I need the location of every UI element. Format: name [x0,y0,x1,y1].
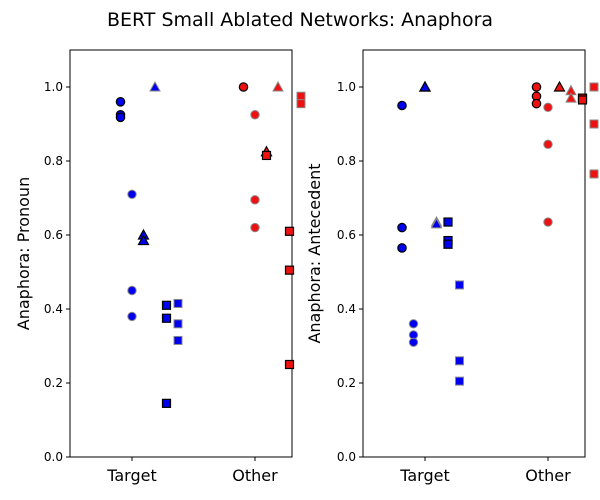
y-tick-label: 1.0 [337,80,356,94]
y-axis: 0.0 0.2 0.4 0.6 0.8 1.0 [44,80,70,464]
data-point-circle [250,195,260,205]
data-point-square [455,280,464,290]
y-tick-label: 1.0 [44,80,63,94]
y-tick-label: 0.6 [337,228,356,242]
y-tick-label: 0.8 [337,154,356,168]
chart-panel-pronoun: 0.0 0.2 0.4 0.6 0.8 1.0 Target Other Anaphora:… [14,49,306,485]
figure-title: BERT Small Ablated Networks: Anaphora [107,9,493,31]
data-point-circle [408,319,419,329]
data-point-circle [408,337,419,347]
data-point-square [173,335,183,345]
data-point-circle [238,82,249,92]
data-points [397,80,599,386]
data-point-triangle [149,80,161,92]
x-tick-label: Other [525,466,571,485]
data-point-circle [531,98,542,109]
y-axis-label: Anaphora: Antecedent [305,163,324,343]
data-point-circle [115,97,126,107]
data-point-square [161,300,172,310]
data-point-circle [397,222,407,233]
data-point-circle [127,311,137,322]
y-axis-label: Anaphora: Pronoun [14,177,33,330]
y-tick-label: 0.2 [337,376,356,390]
data-points [115,80,306,408]
data-point-square [589,169,599,179]
y-tick-label: 0.0 [337,450,356,464]
data-point-circle [250,110,260,120]
data-point-square [296,99,306,109]
data-point-square [589,119,599,129]
data-point-circle [250,222,260,233]
data-point-triangle [430,217,443,229]
data-point-square [443,217,453,227]
y-axis: 0.0 0.2 0.4 0.6 0.8 1.0 [337,80,363,464]
plot-frame [362,49,586,458]
x-axis: Target Other [399,457,571,485]
plot-frame [69,49,293,458]
data-point-square [455,356,464,366]
data-point-circle [127,189,137,200]
data-point-triangle [553,80,566,92]
y-tick-label: 0.0 [44,450,63,464]
data-point-triangle [137,234,150,246]
data-point-triangle [565,92,577,103]
x-tick-label: Target [106,466,157,485]
x-tick-label: Other [232,466,278,485]
data-point-triangle [418,80,432,92]
data-point-square [284,265,295,275]
data-point-circle [127,285,137,296]
data-point-square [284,359,295,370]
y-tick-label: 0.6 [44,228,63,242]
y-tick-label: 0.8 [44,154,63,168]
data-point-circle [543,102,553,113]
y-tick-label: 0.4 [337,302,356,316]
data-point-circle [115,112,126,123]
data-point-square [161,313,172,323]
data-point-square [443,239,453,249]
y-tick-label: 0.4 [44,302,63,316]
data-point-circle [397,243,407,253]
data-point-square [577,95,588,105]
data-point-circle [531,82,542,92]
data-point-square [455,376,464,386]
data-point-square [296,91,306,101]
data-point-square [173,319,183,329]
data-point-square [161,398,172,408]
y-tick-label: 0.2 [44,376,63,390]
data-point-square [261,150,272,161]
data-point-triangle [272,80,284,92]
x-axis: Target Other [106,457,278,485]
data-point-square [173,298,183,308]
data-point-circle [543,217,553,227]
chart-panel-antecedent: 0.0 0.2 0.4 0.6 0.8 1.0 Target Other Anaphora:… [305,49,599,485]
data-point-square [284,226,295,236]
x-tick-label: Target [399,466,450,485]
data-point-square [589,82,599,92]
data-point-circle [397,100,407,111]
data-point-circle [543,139,553,150]
